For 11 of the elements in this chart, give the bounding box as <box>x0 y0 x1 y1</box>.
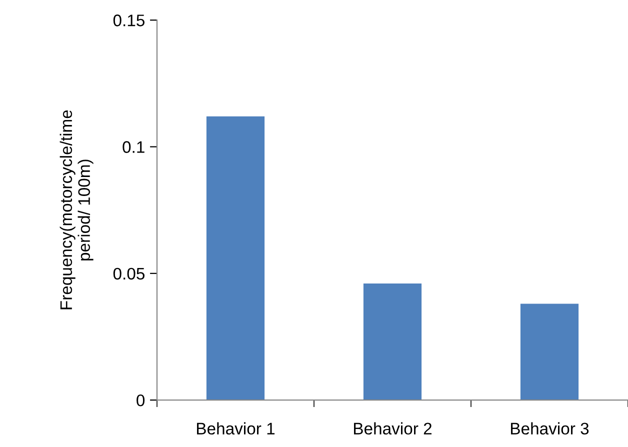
x-tick-label: Behavior 1 <box>197 422 275 435</box>
x-tick-label: Behavior 3 <box>511 422 589 435</box>
bar <box>520 304 579 400</box>
y-tick-label: 0.1 <box>122 141 144 153</box>
y-tick-label: 0.05 <box>113 268 144 280</box>
y-axis-title: Frequency(motorcycle/time period/ 100m) <box>60 110 94 310</box>
x-tick-label: Behavior 2 <box>354 422 432 435</box>
bar <box>363 284 422 400</box>
y-tick-label: 0.15 <box>113 14 144 26</box>
y-tick-label: 0 <box>136 394 145 406</box>
bar <box>206 116 265 400</box>
